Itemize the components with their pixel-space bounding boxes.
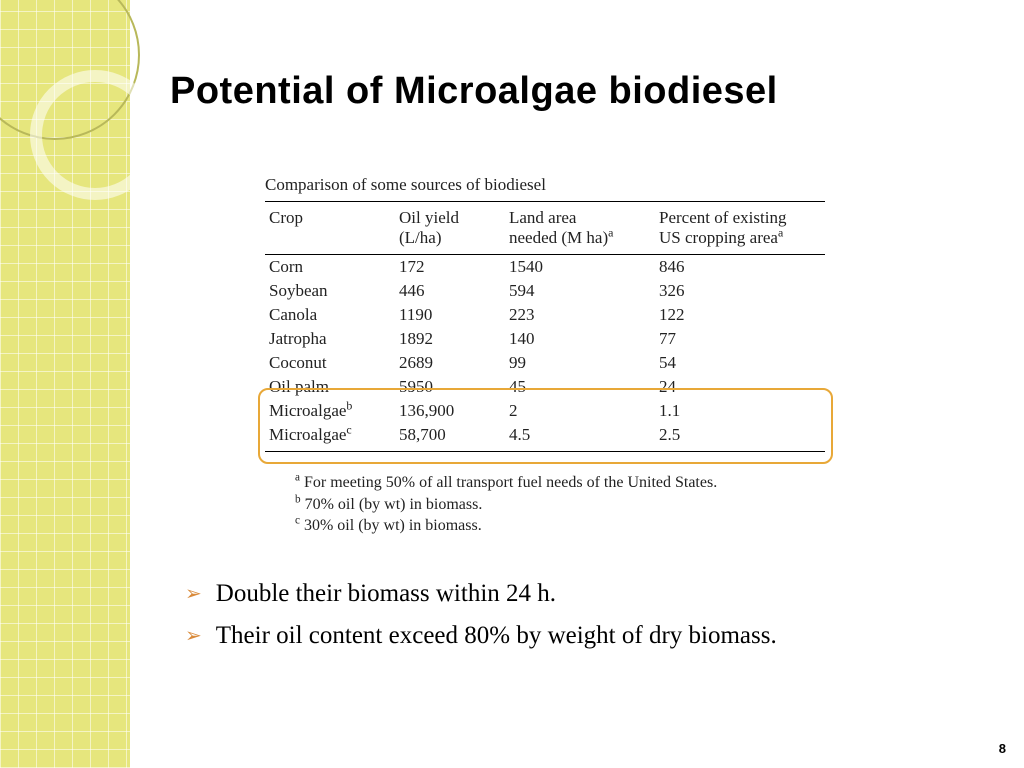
table-row: Jatropha189214077	[265, 327, 825, 351]
cell-land: 223	[505, 303, 655, 327]
footnote-c: c 30% oil (by wt) in biomass.	[295, 515, 717, 537]
footnote-a: a For meeting 50% of all transport fuel …	[295, 472, 717, 494]
cell-oil: 2689	[395, 351, 505, 375]
col-land-area: Land area needed (M ha)a	[505, 202, 655, 255]
table-footnotes: a For meeting 50% of all transport fuel …	[295, 472, 717, 537]
page-number: 8	[999, 741, 1006, 756]
ring-decor-inner	[30, 70, 160, 200]
cell-crop: Coconut	[265, 351, 395, 375]
table-row: Corn1721540846	[265, 255, 825, 280]
cell-oil: 1892	[395, 327, 505, 351]
col-oil-yield: Oil yield (L/ha)	[395, 202, 505, 255]
list-item: ➢ Double their biomass within 24 h.	[185, 580, 964, 608]
cell-crop: Corn	[265, 255, 395, 280]
bullet-text: Their oil content exceed 80% by weight o…	[216, 622, 777, 650]
cell-land: 594	[505, 279, 655, 303]
cell-crop: Soybean	[265, 279, 395, 303]
footnote-b: b 70% oil (by wt) in biomass.	[295, 494, 717, 516]
cell-oil: 446	[395, 279, 505, 303]
cell-crop: Canola	[265, 303, 395, 327]
table-caption: Comparison of some sources of biodiesel	[265, 175, 825, 195]
cell-pct: 326	[655, 279, 825, 303]
cell-crop: Jatropha	[265, 327, 395, 351]
table-row: Soybean446594326	[265, 279, 825, 303]
highlight-rectangle	[258, 388, 833, 464]
cell-land: 99	[505, 351, 655, 375]
cell-land: 140	[505, 327, 655, 351]
cell-pct: 846	[655, 255, 825, 280]
cell-land: 1540	[505, 255, 655, 280]
cell-oil: 1190	[395, 303, 505, 327]
bullet-marker-icon: ➢	[185, 622, 202, 650]
cell-oil: 172	[395, 255, 505, 280]
bullet-marker-icon: ➢	[185, 580, 202, 608]
table-row: Coconut26899954	[265, 351, 825, 375]
bullet-text: Double their biomass within 24 h.	[216, 580, 556, 608]
table-row: Canola1190223122	[265, 303, 825, 327]
list-item: ➢ Their oil content exceed 80% by weight …	[185, 622, 964, 650]
col-crop: Crop	[265, 202, 395, 255]
col-percent: Percent of existing US cropping areaa	[655, 202, 825, 255]
slide-title: Potential of Microalgae biodiesel	[170, 70, 964, 113]
table-header-row: Crop Oil yield (L/ha) Land area needed (…	[265, 202, 825, 255]
decorative-sidebar	[0, 0, 130, 768]
cell-pct: 77	[655, 327, 825, 351]
cell-pct: 122	[655, 303, 825, 327]
cell-pct: 54	[655, 351, 825, 375]
bullet-list: ➢ Double their biomass within 24 h. ➢ Their…	[185, 580, 964, 664]
